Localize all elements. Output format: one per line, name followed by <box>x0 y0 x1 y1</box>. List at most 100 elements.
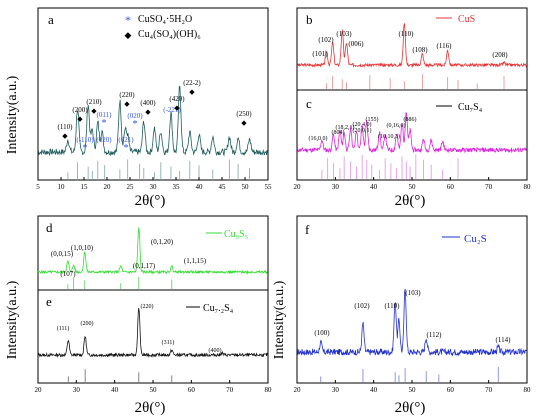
panel-a-legend-marker-1: * <box>125 13 131 27</box>
panel-b-legend-label: CuS <box>458 14 475 25</box>
panel-e-tick-label: 40 <box>111 386 119 394</box>
panel-c-annotation: (20,4,0) <box>353 121 372 128</box>
panel-c-tick-label: 60 <box>447 183 455 191</box>
panel-e-trace <box>37 307 268 358</box>
panel-a-trace <box>37 85 268 157</box>
panel-a-annotation: (011) <box>97 111 113 119</box>
panel-c-tick-label: 20 <box>294 183 302 191</box>
panel-c-annotation: (18,2,1) <box>336 124 355 131</box>
y-axis-title-bottom: Intensity(a.u.) <box>5 280 20 359</box>
panel-f-frame <box>296 215 528 384</box>
panel-e-tick-label: 60 <box>188 386 196 394</box>
panel-a-annotation-marker: ◆ <box>145 108 151 116</box>
panel-a-annotation-marker: ◆ <box>241 119 247 127</box>
panel-a-annotation-marker: * <box>102 118 107 129</box>
panel-f-tick-label: 30 <box>332 386 340 394</box>
panel-e-annotation: (200) <box>81 320 94 327</box>
panel-e-tick-label: 30 <box>73 386 81 394</box>
x-axis-title-f: 2θ(°) <box>395 400 426 416</box>
panel-f-legend-label: Cu₂S <box>464 233 487 245</box>
panel-a-annotation-marker: ◆ <box>62 132 68 140</box>
panel-a-tick-label: 40 <box>196 183 204 191</box>
panel-e-letter: e <box>46 294 52 309</box>
panel-d-annotation: (107) <box>60 270 76 278</box>
panel-d-annotation: (0,1,20) <box>151 238 174 246</box>
panel-f-annotation: (114) <box>496 336 512 344</box>
panel-a-legend-marker-2: ◆ <box>125 30 132 40</box>
panel-c-tick-label: 30 <box>332 183 340 191</box>
panel-e-tick-label: 20 <box>35 386 43 394</box>
panel-b-letter: b <box>306 12 313 27</box>
panel-f-annotation: (103) <box>405 289 421 297</box>
panel-f-annotation: (102) <box>354 302 370 310</box>
x-axis-title-c: 2θ(°) <box>395 193 426 209</box>
panel-f-tick-label: 20 <box>294 386 302 394</box>
panel-a-annotation-marker: ◆ <box>77 115 83 123</box>
panel-a-annotation-marker: ◆ <box>124 100 130 108</box>
panel-a-annotation: (250) <box>236 110 252 118</box>
panel-b-annotation: (116) <box>437 42 453 50</box>
panel-a-tick-label: 15 <box>81 183 89 191</box>
panel-a-legend-label-1: CuSO₄·5H₂O <box>138 14 192 25</box>
panel-c-tick-label: 80 <box>524 183 532 191</box>
panel-b-annotation: (103) <box>336 30 352 38</box>
panel-e-annotation: (111) <box>57 325 70 332</box>
panel-c-trace <box>296 111 527 154</box>
panel-a-legend-label-2: Cu₄(SO₄)(OH)₆ <box>138 29 201 40</box>
panel-a-tick-label: 20 <box>104 183 112 191</box>
panel-a-tick-label: 55 <box>265 183 273 191</box>
panel-c-tick-label: 70 <box>485 183 493 191</box>
panel-e-annotation: (311) <box>162 339 175 346</box>
panel-a-letter: a <box>48 12 54 27</box>
panel-f-annotation: (112) <box>427 331 443 339</box>
panel-a-annotation-marker: * <box>133 119 138 130</box>
x-axis-title-a: 2θ(°) <box>135 193 166 209</box>
panel-de: d e Cu₉S₅ Cu₇.₂S₄ 20 30 40 50 60 70 80 (0,0,15)(1,0… <box>35 215 273 394</box>
panel-a: a 5 10 15 20 25 30 35 40 45 50 55 * CuSO₄·5H₂O ◆ Cu₄(SO… <box>36 7 273 191</box>
panel-a-annotation-marker: ◆ <box>174 104 180 112</box>
panel-a-annotation: (210) <box>86 98 102 106</box>
panel-f-annotation: (100) <box>314 329 330 337</box>
panel-c-annotation: (886) <box>404 116 417 123</box>
panel-e-tick-label: 80 <box>265 386 273 394</box>
panel-f-tick-label: 40 <box>370 386 378 394</box>
panel-d-letter: d <box>46 220 53 235</box>
panel-c-annotation: (155) <box>366 116 379 123</box>
panel-a-annotation: (22-2) <box>183 79 201 87</box>
panel-a-annotation: (400) <box>140 99 156 107</box>
panel-c-annotation: (16,0,0) <box>309 135 328 142</box>
panel-a-annotation-marker: * <box>124 143 129 154</box>
panel-b-annotation: (110) <box>399 30 415 38</box>
panel-f-tick-label: 80 <box>524 386 532 394</box>
panel-d-annotation: (0,1,17) <box>133 262 156 270</box>
panel-e-legend-label: Cu₇.₂S₄ <box>203 303 234 314</box>
panel-a-tick-label: 30 <box>150 183 158 191</box>
panel-f-trace <box>296 288 527 357</box>
panel-a-annotation: (-221) <box>163 106 181 114</box>
panel-c-letter: c <box>306 96 312 111</box>
panel-e-tick-label: 50 <box>150 386 158 394</box>
panel-f-annotation: (110) <box>385 302 401 310</box>
panel-b-annotation: (006) <box>348 40 364 48</box>
panel-a-annotation-marker: * <box>83 143 88 154</box>
panel-e-annotation: (220) <box>141 303 154 310</box>
x-axis-title-e: 2θ(°) <box>135 400 166 416</box>
panel-a-tick-label: 25 <box>127 183 135 191</box>
panel-a-annotation-marker: ◆ <box>189 88 195 96</box>
panel-a-annotation: (220) <box>119 91 135 99</box>
panel-a-annotation: (200) <box>72 106 88 114</box>
panel-a-annotation: (-110) <box>76 136 94 144</box>
panel-a-tick-label: 50 <box>242 183 250 191</box>
panel-f-tick-label: 60 <box>447 386 455 394</box>
panel-d-legend-label: Cu₉S₅ <box>224 229 248 240</box>
panel-c-legend-label: Cu₇S₄ <box>458 102 483 113</box>
panel-a-tick-label: 45 <box>219 183 227 191</box>
panel-a-annotation: (020) <box>127 112 143 120</box>
panel-a-annotation: (020) <box>96 136 112 144</box>
panel-d-annotation: (1,0,10) <box>71 244 94 252</box>
panel-c: c Cu₇S₄ 20 30 40 50 60 70 80 (16,0,0) (804)(18,2,1… <box>294 89 532 191</box>
panel-a-tick-label: 10 <box>58 183 66 191</box>
y-axis-title-f: Intensity(a.u.) <box>272 280 287 359</box>
panel-a-tick-label: 5 <box>36 183 40 191</box>
